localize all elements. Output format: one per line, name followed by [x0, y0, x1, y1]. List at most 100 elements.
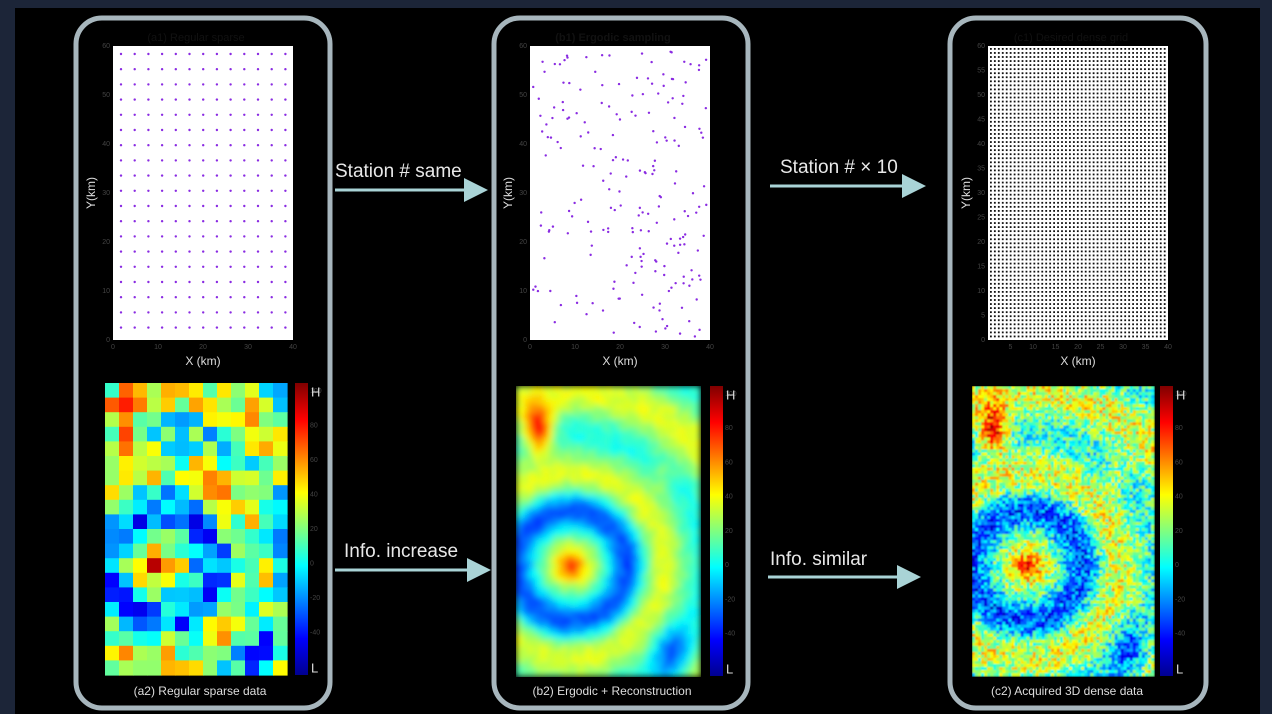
heat-cell	[667, 498, 673, 504]
station	[601, 83, 604, 87]
station	[1001, 315, 1004, 318]
heat-cell	[626, 437, 632, 443]
station	[1033, 303, 1036, 305]
station	[1029, 210, 1032, 212]
station	[1037, 254, 1040, 257]
station	[1076, 201, 1079, 204]
heat-cell	[686, 502, 692, 509]
heat-cell	[617, 582, 623, 588]
station	[993, 52, 996, 54]
heat-cell	[589, 531, 595, 537]
station	[1045, 181, 1048, 184]
station	[990, 80, 992, 83]
station	[1001, 161, 1004, 164]
station	[1065, 112, 1067, 115]
heat-cell	[626, 414, 632, 420]
heat-cell	[640, 437, 646, 443]
station	[997, 145, 1000, 147]
heat-cell	[631, 484, 637, 490]
heat-cell	[608, 535, 614, 541]
station	[589, 253, 592, 257]
station	[1009, 52, 1012, 54]
heat-cell	[548, 470, 554, 476]
heat-cell	[133, 543, 148, 559]
heat-cell	[529, 395, 535, 401]
heat-cell	[245, 499, 260, 515]
heat-cell	[525, 559, 531, 565]
station	[552, 106, 556, 109]
station	[1009, 165, 1012, 168]
heat-cell	[161, 397, 176, 413]
station	[1017, 52, 1020, 54]
heat-cell	[525, 601, 531, 607]
heat-cell	[548, 512, 554, 518]
heat-cell	[259, 412, 274, 428]
heat-cell	[520, 451, 526, 457]
station	[1080, 157, 1083, 160]
station	[993, 234, 996, 237]
heat-cell	[105, 499, 120, 515]
station	[1005, 133, 1008, 135]
station	[1041, 68, 1044, 71]
heat-cell	[663, 498, 669, 504]
heat-cell	[580, 587, 586, 593]
heat-cell	[640, 559, 646, 565]
heat-cell	[631, 587, 637, 593]
station	[700, 131, 703, 134]
station	[997, 274, 1000, 277]
station	[1017, 201, 1020, 204]
heat-cell	[612, 666, 618, 672]
station	[1069, 331, 1071, 334]
heat-cell	[608, 502, 614, 509]
heat-cell	[562, 507, 568, 513]
station	[1021, 331, 1024, 334]
heat-cell	[571, 605, 577, 612]
heat-cell	[133, 456, 148, 472]
heat-cell	[516, 395, 522, 401]
station	[1025, 80, 1028, 83]
station	[997, 226, 1000, 228]
heat-cell	[539, 647, 545, 654]
heat-cell	[534, 428, 540, 434]
heat-cell	[552, 671, 558, 677]
heat-cell	[575, 456, 581, 462]
station	[993, 56, 996, 58]
heat-cell	[658, 563, 664, 570]
heat-cell	[667, 414, 673, 420]
heat-cell	[626, 647, 632, 654]
heat-cell	[603, 400, 609, 406]
station	[599, 147, 602, 151]
station	[1061, 133, 1063, 135]
heat-cell	[598, 671, 604, 677]
station	[1037, 282, 1040, 285]
station	[1076, 222, 1079, 224]
heat-cell	[677, 559, 683, 565]
heat-cell	[631, 414, 637, 420]
station	[1080, 145, 1083, 147]
heat-cell	[594, 484, 600, 490]
station	[160, 296, 164, 299]
heat-cell	[603, 596, 609, 602]
heat-cell	[580, 446, 586, 453]
heat-cell	[603, 624, 609, 630]
station	[1029, 108, 1032, 111]
heat-cell	[594, 596, 600, 602]
heat-cell	[585, 498, 591, 504]
station	[1001, 335, 1004, 338]
station	[1045, 157, 1048, 160]
heat-cell	[516, 474, 522, 481]
colorbar-high: H	[726, 387, 735, 402]
station	[1005, 56, 1008, 58]
station	[1009, 303, 1012, 305]
station	[585, 55, 588, 59]
heat-cell	[245, 645, 260, 661]
station	[1049, 116, 1052, 119]
heat-cell	[516, 456, 522, 462]
heat-cell	[603, 423, 609, 429]
heat-cell	[571, 493, 577, 499]
heat-cell	[529, 591, 535, 598]
heat-cell	[585, 465, 591, 471]
heat-cell	[589, 493, 595, 499]
heat-cell	[245, 456, 260, 472]
heat-cell	[686, 601, 692, 607]
